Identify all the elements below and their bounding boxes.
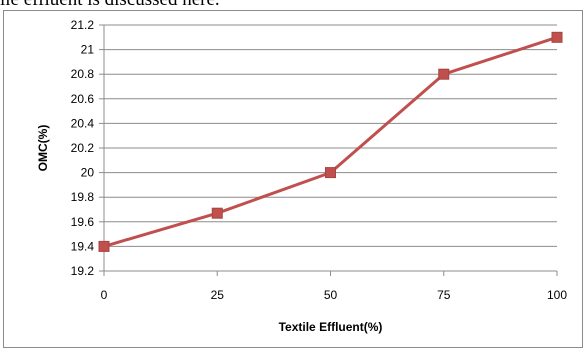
data-point-marker [325,167,336,179]
y-tick-label: 19.6 [71,215,95,229]
x-tick-label: 0 [101,288,108,302]
data-point-marker [551,31,563,43]
y-tick-label: 20.6 [71,92,95,106]
x-tick-label: 50 [324,288,338,302]
data-series [98,31,563,252]
grid-lines [104,24,557,272]
y-tick-label: 20.8 [71,67,95,81]
x-tick-label: 75 [437,288,451,302]
y-tick-label: 21 [81,43,95,57]
x-tick-label: 25 [211,288,225,302]
x-axis-title: Textile Effluent(%) [279,320,383,334]
cropped-document-text: ile effluent is discussed here. [0,0,586,13]
chart-axes [99,24,558,276]
y-tick-label: 20.2 [71,141,95,155]
y-tick-label: 19.4 [71,239,95,253]
y-axis-tick-labels: 19.2 19.4 19.6 19.8 20 20.2 20.4 20.6 20.8 21 21.2 [71,18,95,278]
y-axis-title: OMC(%) [36,125,50,172]
data-point-marker [211,207,223,219]
series-line [103,35,558,248]
y-tick-label: 19.8 [71,190,95,204]
y-tick-label: 20 [81,166,95,180]
chart-frame [3,10,583,348]
data-point-marker [98,240,110,252]
x-tick-label: 100 [547,288,567,302]
x-axis-tick-labels: 0 25 50 75 100 [101,288,568,302]
y-tick-label: 19.2 [71,264,95,278]
y-tick-label: 21.2 [71,18,95,32]
data-point-marker [438,68,450,80]
y-tick-label: 20.4 [71,116,95,130]
